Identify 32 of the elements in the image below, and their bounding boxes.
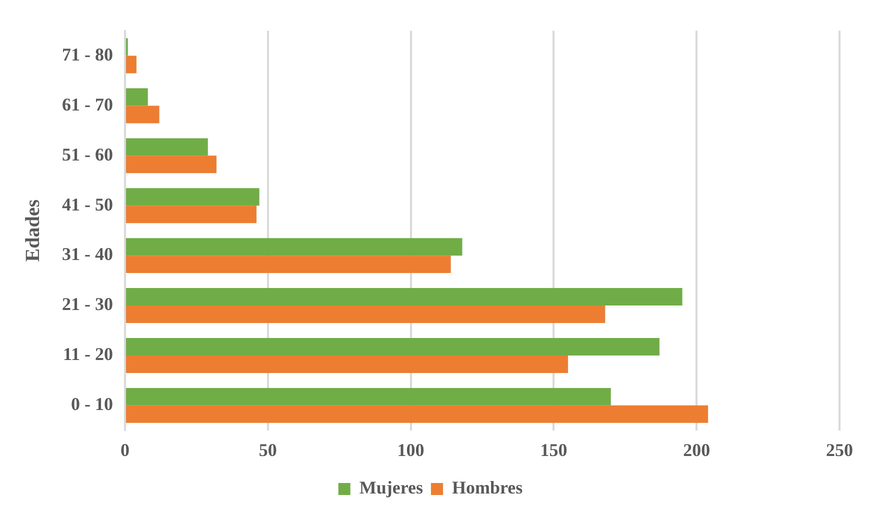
bar — [126, 106, 160, 124]
y-axis-title: Edades — [22, 199, 44, 262]
y-tick-label: 11 - 20 — [62, 344, 113, 364]
y-tick-label: 71 - 80 — [62, 44, 113, 64]
y-tick-label: 61 - 70 — [62, 94, 113, 114]
bar — [126, 88, 148, 106]
y-tick-label: 41 - 50 — [62, 194, 113, 214]
bar — [126, 288, 682, 306]
bar — [126, 306, 606, 324]
bar — [126, 338, 660, 356]
x-tick-label: 150 — [540, 440, 568, 460]
bar — [126, 206, 256, 224]
bar — [126, 256, 451, 274]
y-tick-label: 31 - 40 — [62, 244, 113, 264]
x-tick-label: 0 — [120, 440, 130, 460]
y-tick-label: 0 - 10 — [70, 394, 113, 414]
bar — [126, 388, 611, 406]
x-tick-label: 200 — [683, 440, 710, 460]
bar — [126, 156, 216, 174]
bar — [126, 188, 260, 206]
x-tick-label: 250 — [826, 440, 853, 460]
y-tick-label: 51 - 60 — [62, 144, 113, 164]
bar — [126, 405, 708, 423]
bar — [126, 56, 136, 74]
bar — [126, 138, 208, 156]
bar — [126, 238, 462, 256]
x-tick-label: 100 — [397, 440, 424, 460]
x-tick-label: 50 — [258, 440, 277, 460]
y-tick-label: 21 - 30 — [62, 294, 113, 314]
legend-label: Hombres — [452, 478, 523, 498]
legend-label: Mujeres — [359, 478, 424, 498]
bar — [126, 355, 568, 373]
